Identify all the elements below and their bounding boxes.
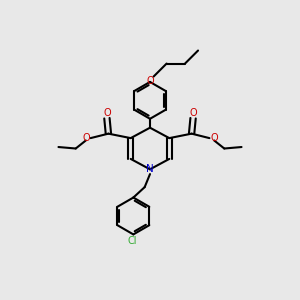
Text: O: O <box>210 133 218 143</box>
Text: O: O <box>82 133 90 143</box>
Text: O: O <box>146 76 154 86</box>
Text: Cl: Cl <box>128 236 137 246</box>
Text: O: O <box>189 108 197 118</box>
Text: N: N <box>146 164 154 174</box>
Text: O: O <box>103 108 111 118</box>
